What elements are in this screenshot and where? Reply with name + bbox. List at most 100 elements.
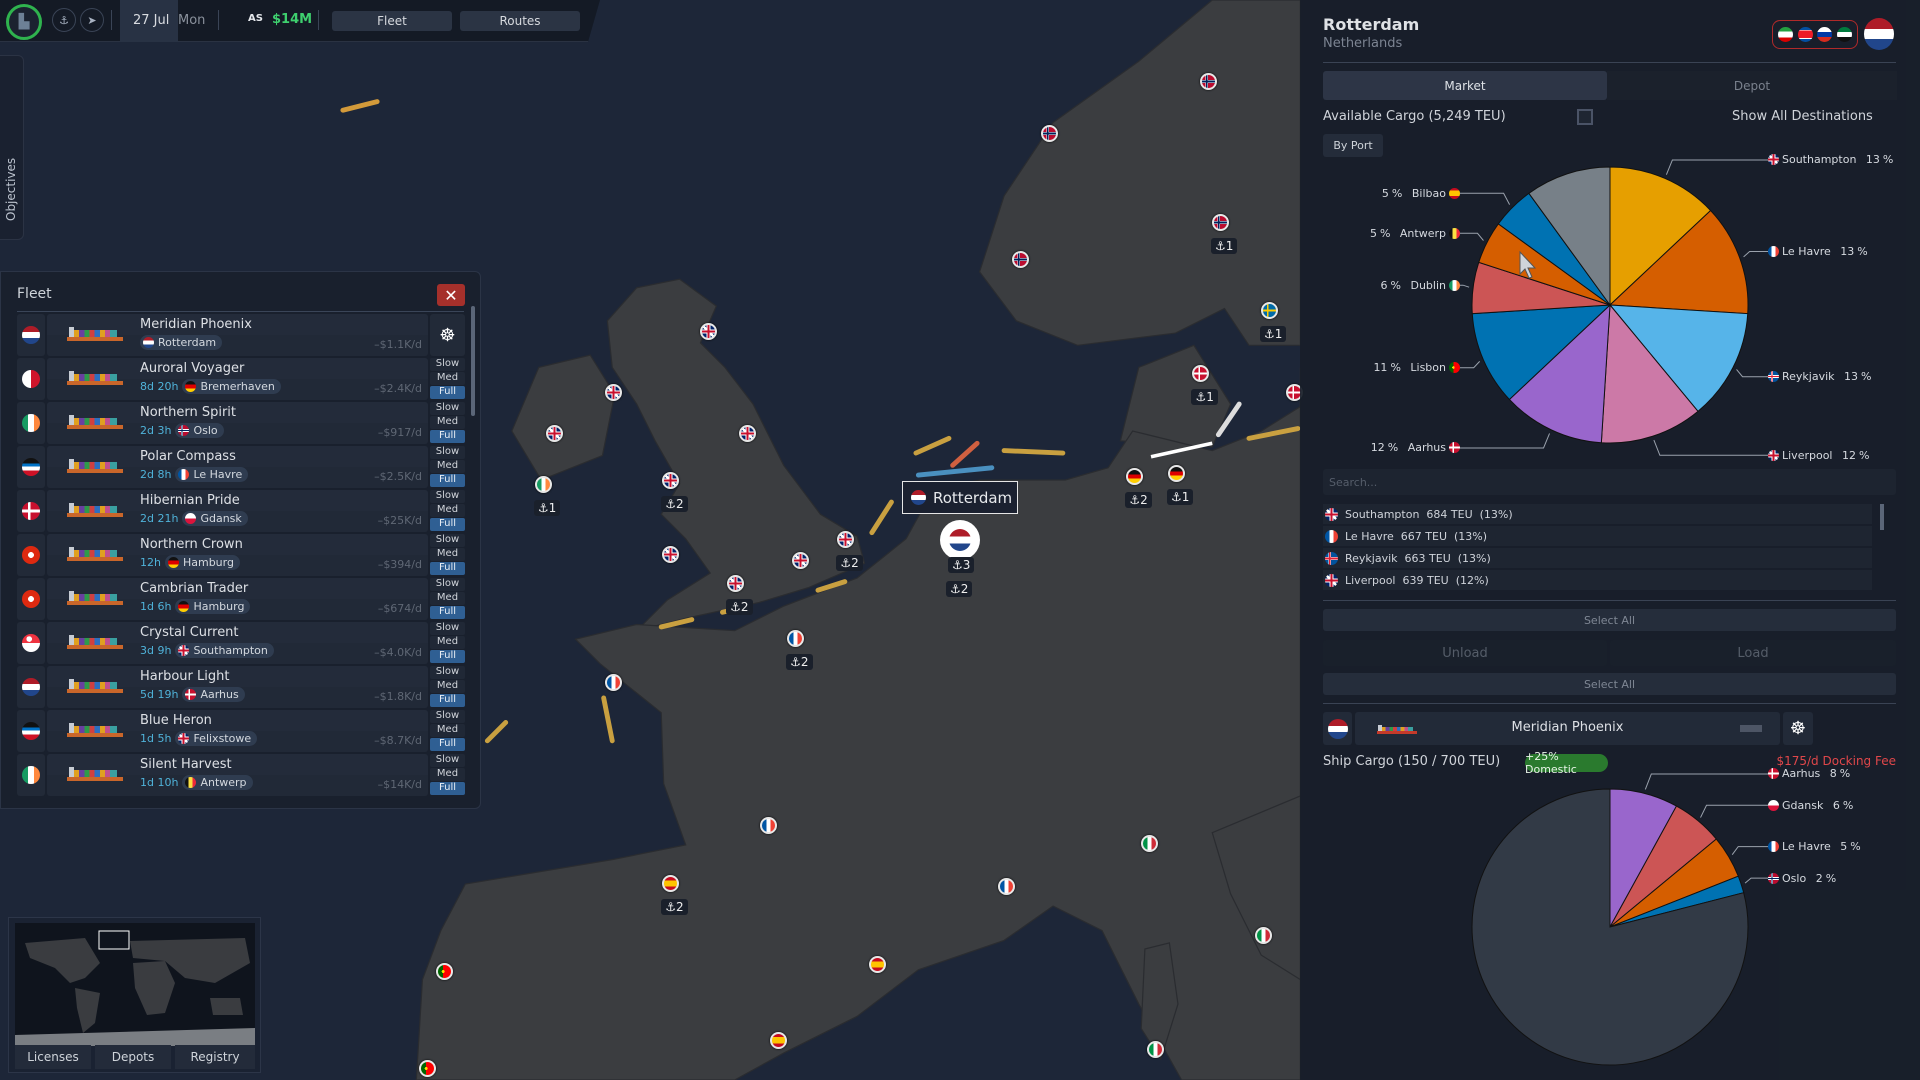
close-icon[interactable]: ✕ <box>437 284 465 306</box>
port-marker[interactable] <box>1040 124 1058 142</box>
ship-on-map[interactable] <box>869 499 894 536</box>
port-marker[interactable] <box>418 1060 436 1078</box>
anchor-icon[interactable]: ⚓ <box>52 8 76 32</box>
speed-slow-button[interactable]: Slow <box>430 710 465 723</box>
tab-market[interactable]: Market <box>1323 71 1607 100</box>
port-marker[interactable] <box>604 674 622 692</box>
ship-on-map[interactable] <box>950 440 980 468</box>
ship-on-map[interactable] <box>340 99 380 113</box>
speed-med-button[interactable]: Med <box>430 680 465 693</box>
speed-full-button[interactable]: Full <box>430 694 465 707</box>
port-marker[interactable] <box>662 545 680 563</box>
company-logo-icon[interactable]: ▙ <box>6 4 42 40</box>
port-marker[interactable] <box>770 1032 787 1050</box>
speed-slow-button[interactable]: Slow <box>430 490 465 503</box>
destination-port[interactable]: Antwerp <box>182 775 253 790</box>
load-button[interactable]: Load <box>1610 640 1896 666</box>
by-port-button[interactable]: By Port <box>1323 134 1383 157</box>
port-marker[interactable] <box>545 424 563 442</box>
speed-full-button[interactable]: Full <box>430 650 465 663</box>
port-marker[interactable] <box>997 877 1015 895</box>
speed-slow-button[interactable]: Slow <box>430 622 465 635</box>
licenses-button[interactable]: Licenses <box>15 1045 91 1069</box>
destination-port[interactable]: Le Havre <box>175 467 249 482</box>
fleet-row[interactable]: Hibernian Pride 2d 21h Gdansk –$25K/d Slow Me… <box>17 490 465 532</box>
port-marker[interactable] <box>1199 73 1217 91</box>
show-all-destinations-checkbox[interactable] <box>1577 109 1593 125</box>
ship-cell[interactable]: Auroral Voyager 8d 20h Bremerhaven –$2.4K/d <box>47 358 428 400</box>
speed-full-button[interactable]: Full <box>430 430 465 443</box>
port-marker[interactable] <box>739 424 757 442</box>
ship-cell[interactable]: Silent Harvest 1d 10h Antwerp –$14K/d <box>47 754 428 796</box>
fleet-row[interactable]: Harbour Light 5d 19h Aarhus –$1.8K/d Slow Med… <box>17 666 465 708</box>
port-marker[interactable] <box>604 384 622 402</box>
selected-ship[interactable]: Meridian Phoenix <box>1355 712 1780 745</box>
ship-on-map[interactable] <box>601 695 615 744</box>
port-marker[interactable] <box>1254 926 1272 944</box>
speed-med-button[interactable]: Med <box>430 416 465 429</box>
port-marker[interactable] <box>1012 250 1030 268</box>
selected-port-marker[interactable] <box>940 520 980 560</box>
port-marker[interactable] <box>1261 302 1279 320</box>
port-marker[interactable] <box>869 956 887 974</box>
speed-med-button[interactable]: Med <box>430 372 465 385</box>
ship-cell[interactable]: Hibernian Pride 2d 21h Gdansk –$25K/d <box>47 490 428 532</box>
cargo-list-item[interactable]: Le Havre 667 TEU (13%) <box>1323 526 1872 546</box>
speed-med-button[interactable]: Med <box>430 636 465 649</box>
port-marker[interactable] <box>792 552 810 570</box>
speed-slow-button[interactable]: Slow <box>430 754 465 767</box>
relation-flags[interactable] <box>1772 20 1858 49</box>
port-marker[interactable] <box>1147 1040 1165 1058</box>
speed-med-button[interactable]: Med <box>430 724 465 737</box>
speed-slow-button[interactable]: Slow <box>430 534 465 547</box>
minimap-view[interactable] <box>15 923 255 1046</box>
port-marker[interactable] <box>1126 467 1144 485</box>
destination-port[interactable]: Gdansk <box>182 511 248 526</box>
fleet-row[interactable]: Meridian Phoenix Rotterdam –$1.1K/d ☸ <box>17 314 465 356</box>
cargo-list-item[interactable]: Liverpool 639 TEU (12%) <box>1323 570 1872 590</box>
port-marker[interactable] <box>534 476 552 494</box>
ship-cell[interactable]: Harbour Light 5d 19h Aarhus –$1.8K/d <box>47 666 428 708</box>
speed-slow-button[interactable]: Slow <box>430 578 465 591</box>
port-marker[interactable] <box>787 630 805 648</box>
destination-port[interactable]: Felixstowe <box>175 731 258 746</box>
select-all-button[interactable]: Select All <box>1323 609 1896 631</box>
ship-cell[interactable]: Northern Spirit 2d 3h Oslo –$917/d <box>47 402 428 444</box>
scrollbar[interactable] <box>471 306 475 416</box>
destination-port[interactable]: Hamburg <box>164 555 240 570</box>
speed-full-button[interactable]: Full <box>430 562 465 575</box>
ship-on-map[interactable] <box>484 720 509 744</box>
ship-on-map[interactable] <box>815 579 848 593</box>
destination-port[interactable]: Rotterdam <box>140 335 223 350</box>
ship-on-map[interactable] <box>658 617 695 630</box>
speed-med-button[interactable]: Med <box>430 768 465 781</box>
speed-slow-button[interactable]: Slow <box>430 402 465 415</box>
ship-on-map[interactable] <box>1001 448 1066 456</box>
fleet-row[interactable]: Auroral Voyager 8d 20h Bremerhaven –$2.4K/d… <box>17 358 465 400</box>
port-marker[interactable] <box>1212 214 1230 232</box>
speed-med-button[interactable]: Med <box>430 504 465 517</box>
destination-port[interactable]: Aarhus <box>182 687 245 702</box>
port-marker[interactable] <box>1167 465 1185 483</box>
routes-button[interactable]: Routes <box>460 11 580 31</box>
speed-med-button[interactable]: Med <box>430 460 465 473</box>
fleet-row[interactable]: Polar Compass 2d 8h Le Havre –$2.5K/d Slow Me… <box>17 446 465 488</box>
destination-port[interactable]: Hamburg <box>175 599 251 614</box>
registry-button[interactable]: Registry <box>175 1045 255 1069</box>
scrollbar[interactable] <box>1880 504 1884 530</box>
port-marker[interactable] <box>837 531 855 549</box>
speed-slow-button[interactable]: Slow <box>430 446 465 459</box>
speed-slow-button[interactable]: Slow <box>430 666 465 679</box>
port-marker[interactable] <box>662 875 680 893</box>
ship-cell[interactable]: Blue Heron 1d 5h Felixstowe –$8.7K/d <box>47 710 428 752</box>
destination-port[interactable]: Oslo <box>175 423 224 438</box>
ship-on-map[interactable] <box>915 465 995 478</box>
speed-full-button[interactable]: Full <box>430 518 465 531</box>
speed-med-button[interactable]: Med <box>430 592 465 605</box>
port-marker[interactable] <box>760 816 778 834</box>
steering-wheel-icon[interactable]: ☸ <box>1783 712 1813 745</box>
speed-med-button[interactable]: Med <box>430 548 465 561</box>
fleet-row[interactable]: Silent Harvest 1d 10h Antwerp –$14K/d Slow Me… <box>17 754 465 796</box>
steering-wheel-icon[interactable]: ☸ <box>430 314 465 356</box>
port-marker[interactable] <box>1141 834 1159 852</box>
